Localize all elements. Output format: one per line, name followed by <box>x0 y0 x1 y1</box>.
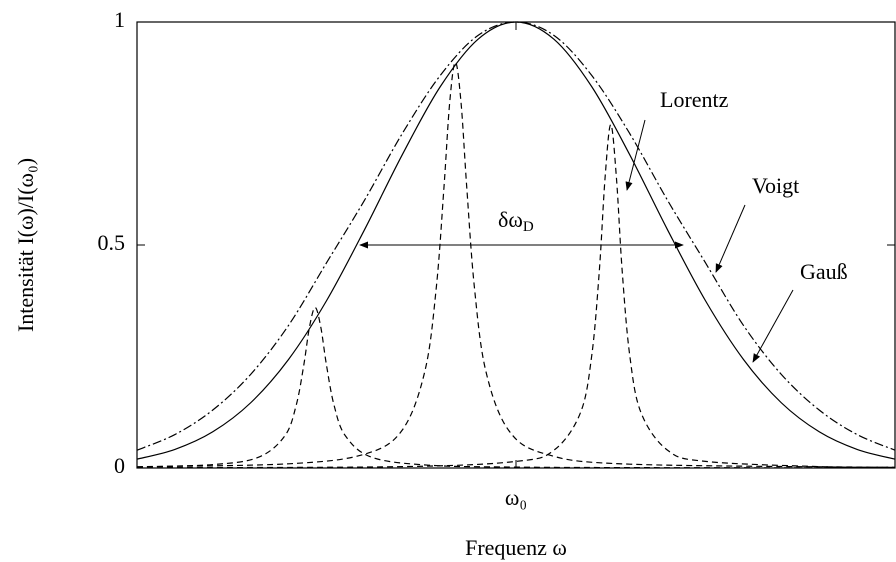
y-tick-label: 0.5 <box>98 230 126 255</box>
line-series <box>136 21 896 460</box>
x-tick-label: ω₀ <box>505 485 527 510</box>
line-series <box>136 306 896 469</box>
y-tick-label: 1 <box>114 7 125 32</box>
lorentz-arrow <box>625 119 646 191</box>
lorentz-label: Lorentz <box>660 87 729 112</box>
voigt-arrow <box>715 204 746 273</box>
x-axis-label: Frequenz ω <box>465 535 567 560</box>
line-series <box>136 61 896 468</box>
fwhm-label-sub: D <box>523 219 534 235</box>
voigt-label: Voigt <box>752 173 799 198</box>
gauss-label: Gauß <box>800 259 848 284</box>
fwhm-label: δωD <box>498 207 534 235</box>
line-series <box>136 21 896 451</box>
fwhm-label-main: δω <box>498 207 523 232</box>
y-tick-label: 0 <box>114 453 125 478</box>
gauss-arrow <box>752 289 794 363</box>
line-series <box>136 123 896 469</box>
y-axis-label: Intensität I(ω)/I(ω₀) <box>13 158 38 332</box>
